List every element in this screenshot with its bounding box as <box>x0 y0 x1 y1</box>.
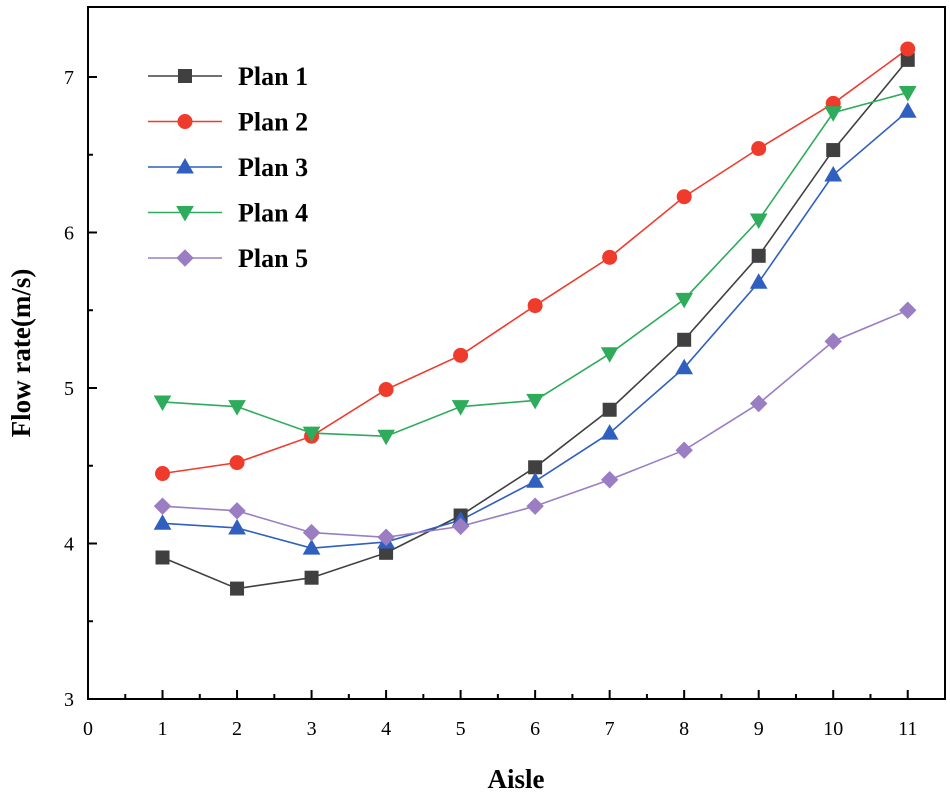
plot-frame <box>87 6 946 700</box>
data-point-plan-5 <box>526 497 544 515</box>
data-point-plan-1 <box>528 460 543 475</box>
legend-marker-plan-2 <box>177 114 193 129</box>
x-tick-label: 6 <box>530 718 540 740</box>
legend-label-plan-4: Plan 4 <box>238 199 308 228</box>
legend-marker-plan-4 <box>176 206 194 222</box>
x-tick-label: 9 <box>754 718 764 740</box>
data-point-plan-3 <box>749 273 768 289</box>
data-point-plan-2 <box>453 347 469 363</box>
y-tick-label: 7 <box>64 67 74 89</box>
x-axis-title: Aisle <box>488 764 545 794</box>
data-point-plan-4 <box>749 213 768 230</box>
data-point-plan-3 <box>898 102 917 118</box>
x-tick-label: 2 <box>232 718 242 740</box>
y-axis-title: Flow rate(m/s) <box>6 269 36 438</box>
data-point-plan-1 <box>826 143 841 158</box>
data-point-plan-1 <box>677 332 692 347</box>
data-point-plan-2 <box>900 41 916 57</box>
legend-label-plan-1: Plan 1 <box>238 62 308 91</box>
data-point-plan-1 <box>304 570 319 585</box>
data-point-plan-2 <box>378 382 394 398</box>
axis-ticks: 0 1 2 3 4 5 6 7 8 9 10 11 3 4 5 6 7 <box>64 67 917 740</box>
data-point-plan-4 <box>600 347 619 363</box>
data-point-plan-4 <box>228 400 246 416</box>
data-point-plan-2 <box>602 249 618 265</box>
x-tick-label: 7 <box>605 718 615 740</box>
legend-label-plan-3: Plan 3 <box>238 153 308 182</box>
data-point-plan-5 <box>675 441 693 459</box>
data-point-plan-2 <box>676 189 692 205</box>
data-point-plan-2 <box>751 141 767 157</box>
data-point-plan-2 <box>155 466 171 482</box>
data-point-plan-4 <box>824 106 843 122</box>
data-point-plan-4 <box>302 426 321 443</box>
legend-marker-plan-1 <box>178 69 192 83</box>
data-point-plan-4 <box>377 429 395 446</box>
data-point-plan-3 <box>675 358 694 375</box>
data-point-plan-5 <box>451 517 470 536</box>
legend-marker-plan-3 <box>176 157 194 174</box>
data-point-plan-3 <box>526 472 544 488</box>
data-point-plan-5 <box>749 394 768 413</box>
data-point-plan-1 <box>751 248 766 263</box>
data-point-plan-5 <box>228 502 246 520</box>
data-point-plan-4 <box>451 400 470 416</box>
data-point-plan-3 <box>824 165 843 182</box>
x-tick-label: 10 <box>823 718 843 740</box>
data-point-plan-5 <box>824 332 842 351</box>
data-point-plan-4 <box>526 393 544 410</box>
legend-label-plan-5: Plan 5 <box>238 244 308 273</box>
y-tick-label: 4 <box>64 533 74 555</box>
x-tick-label: 11 <box>898 718 917 740</box>
x-tick-label: 8 <box>679 718 689 740</box>
legend-label-plan-2: Plan 2 <box>238 108 308 137</box>
series-markers <box>153 41 917 596</box>
y-tick-label: 6 <box>64 222 74 244</box>
data-point-plan-4 <box>898 86 917 102</box>
data-point-plan-1 <box>155 550 170 565</box>
legend-marker-plan-5 <box>176 249 194 267</box>
data-point-plan-1 <box>602 402 617 417</box>
data-point-plan-5 <box>377 528 395 546</box>
data-point-plan-3 <box>228 518 246 535</box>
data-point-plan-2 <box>229 455 245 471</box>
data-point-plan-5 <box>302 523 321 542</box>
data-point-plan-3 <box>600 424 619 440</box>
data-point-plan-4 <box>675 292 694 309</box>
x-tick-label: 5 <box>456 718 466 740</box>
data-point-plan-5 <box>899 301 917 319</box>
x-tick-label: 1 <box>158 718 168 740</box>
y-tick-label: 5 <box>64 378 74 400</box>
x-tick-label: 0 <box>83 718 93 740</box>
x-tick-label: 4 <box>381 718 391 740</box>
data-point-plan-3 <box>302 539 321 555</box>
legend: Plan 1 Plan 2 Plan 3 Plan 4 Plan 5 <box>148 62 308 273</box>
y-tick-label: 3 <box>64 689 74 711</box>
x-tick-label: 3 <box>307 718 317 740</box>
data-point-plan-1 <box>230 581 245 596</box>
data-point-plan-3 <box>153 514 172 530</box>
data-point-plan-5 <box>600 471 619 489</box>
data-point-plan-5 <box>153 497 172 515</box>
data-point-plan-2 <box>527 298 543 314</box>
data-point-plan-4 <box>153 395 172 411</box>
